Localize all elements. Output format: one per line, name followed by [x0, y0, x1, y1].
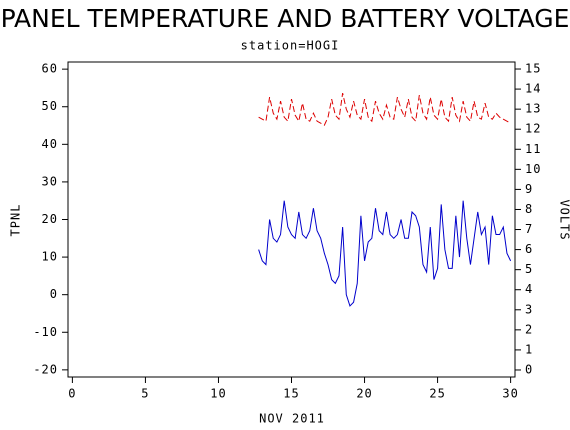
chart-title: PANEL TEMPERATURE AND BATTERY VOLTAGE — [1, 4, 570, 33]
x-tick-label: 10 — [210, 387, 226, 401]
plot-frame — [67, 61, 516, 378]
y2-axis-label: VOLTS — [558, 199, 570, 240]
y2-tick-label: 0 — [525, 362, 533, 376]
y-tick-label: 20 — [42, 212, 58, 226]
x-tick-label: 5 — [141, 387, 149, 401]
y-tick-label: 30 — [42, 174, 58, 188]
x-tick-label: 15 — [283, 387, 299, 401]
x-tick-label: 0 — [68, 387, 76, 401]
y2-tick-label: 15 — [525, 62, 541, 76]
series-line — [258, 92, 511, 126]
y2-tick-label: 14 — [525, 82, 541, 96]
y2-tick-label: 12 — [525, 122, 541, 136]
y2-tick-label: 2 — [525, 322, 533, 336]
y2-tick-label: 13 — [525, 102, 541, 116]
y2-tick-label: 11 — [525, 142, 541, 156]
y-tick-label: -20 — [33, 362, 58, 376]
y2-tick-label: 6 — [525, 242, 533, 256]
y2-tick-label: 4 — [525, 282, 533, 296]
y-axis-label: TPNL — [9, 204, 23, 237]
y2-tick-label: 8 — [525, 202, 533, 216]
x-tick-label: 20 — [356, 387, 372, 401]
x-tick-label: 30 — [502, 387, 518, 401]
y-tick-label: -10 — [33, 325, 58, 339]
y2-tick-label: 5 — [525, 262, 533, 276]
x-tick-label: 25 — [429, 387, 445, 401]
series-line — [258, 200, 512, 307]
y-tick-label: 40 — [42, 137, 58, 151]
y2-tick-label: 3 — [525, 302, 533, 316]
y2-tick-label: 7 — [525, 222, 533, 236]
y-tick-label: 60 — [42, 62, 58, 76]
y-tick-label: 10 — [42, 250, 58, 264]
y-tick-label: 50 — [42, 99, 58, 113]
y2-tick-label: 10 — [525, 162, 541, 176]
y2-tick-label: 1 — [525, 342, 533, 356]
chart-subtitle: station=HOGI — [241, 39, 340, 53]
x-axis-label: NOV 2011 — [259, 412, 325, 426]
y-tick-label: 0 — [50, 287, 58, 301]
y2-tick-label: 9 — [525, 182, 533, 196]
